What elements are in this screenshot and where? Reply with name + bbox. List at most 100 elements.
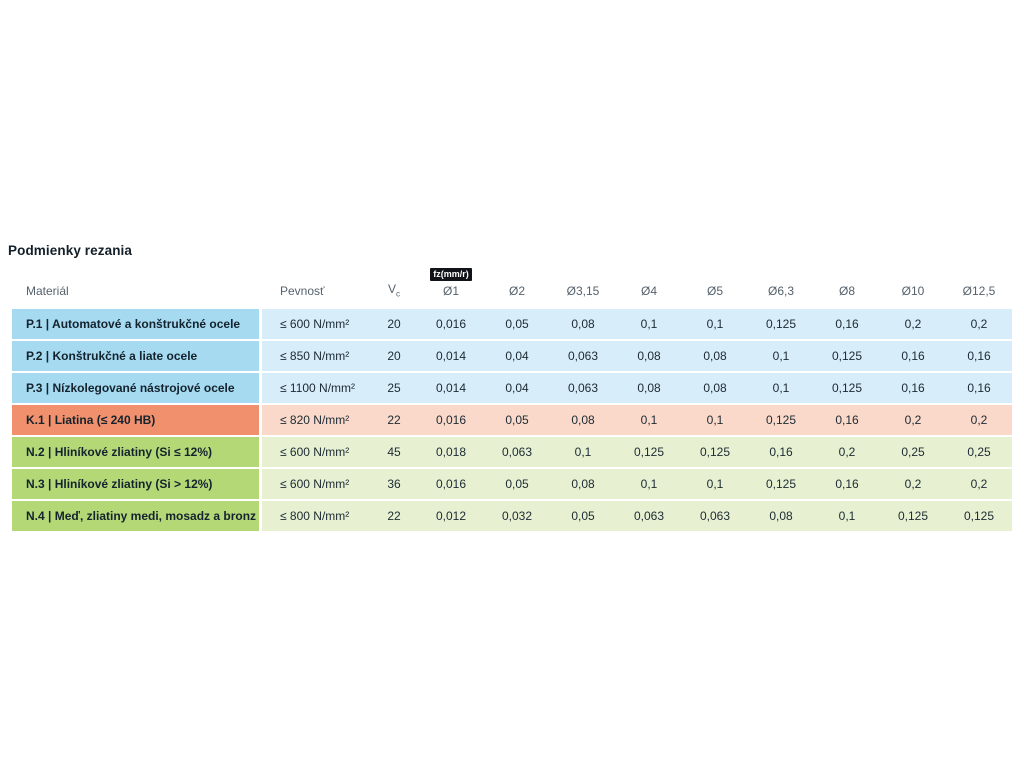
feed-value-cell: 0,16 [748, 437, 814, 467]
feed-value-cell: 0,08 [616, 341, 682, 371]
feed-value-cell: 0,2 [880, 309, 946, 339]
table-body: P.1 | Automatové a konštrukčné ocele ≤ 60… [12, 309, 1012, 531]
feed-value-cell: 0,1 [814, 501, 880, 531]
feed-value-cell: 0,2 [946, 309, 1012, 339]
column-header-vc: Vc [370, 260, 418, 307]
feed-value-cell: 0,1 [748, 341, 814, 371]
strength-cell: ≤ 800 N/mm² [262, 501, 370, 531]
material-cell: N.3 | Hliníkové zliatiny (Si > 12%) [12, 469, 262, 499]
feed-value-cell: 0,014 [418, 341, 484, 371]
column-header-diameter-9: Ø12,5 [946, 260, 1012, 307]
feed-value-cell: 0,04 [484, 373, 550, 403]
feed-value-cell: 0,08 [550, 469, 616, 499]
feed-value-cell: 0,063 [682, 501, 748, 531]
feed-value-cell: 0,16 [946, 341, 1012, 371]
cutting-conditions-table: Materiál Pevnosť Vc fz(mm/r) Ø1 Ø2 Ø3,15 Ø4 Ø… [12, 258, 1012, 533]
feed-value-cell: 0,1 [616, 469, 682, 499]
feed-value-cell: 0,1 [616, 309, 682, 339]
feed-value-cell: 0,125 [946, 501, 1012, 531]
feed-value-cell: 0,014 [418, 373, 484, 403]
feed-value-cell: 0,1 [748, 373, 814, 403]
feed-value-cell: 0,016 [418, 469, 484, 499]
feed-value-cell: 0,125 [880, 501, 946, 531]
column-header-diameter-8: Ø10 [880, 260, 946, 307]
material-cell: N.2 | Hliníkové zliatiny (Si ≤ 12%) [12, 437, 262, 467]
feed-value-cell: 0,08 [550, 309, 616, 339]
feed-value-cell: 0,16 [880, 341, 946, 371]
column-header-material: Materiál [26, 284, 69, 298]
table-row: N.2 | Hliníkové zliatiny (Si ≤ 12%) ≤ 600… [12, 437, 1012, 467]
material-cell: N.4 | Meď, zliatiny medi, mosadz a bronz [12, 501, 262, 531]
feed-value-cell: 0,1 [682, 469, 748, 499]
feed-value-cell: 0,16 [880, 373, 946, 403]
feed-value-cell: 0,2 [946, 469, 1012, 499]
strength-cell: ≤ 600 N/mm² [262, 469, 370, 499]
feed-value-cell: 0,1 [682, 309, 748, 339]
vc-subscript: c [396, 289, 400, 298]
feed-value-cell: 0,16 [814, 469, 880, 499]
column-header-diameter-2: Ø2 [484, 260, 550, 307]
column-header-diameter-3: Ø3,15 [550, 260, 616, 307]
table-row: N.4 | Meď, zliatiny medi, mosadz a bronz… [12, 501, 1012, 531]
material-cell: P.2 | Konštrukčné a liate ocele [12, 341, 262, 371]
feed-value-cell: 0,25 [946, 437, 1012, 467]
feed-value-cell: 0,1 [550, 437, 616, 467]
strength-cell: ≤ 600 N/mm² [262, 309, 370, 339]
feed-value-cell: 0,063 [484, 437, 550, 467]
feed-value-cell: 0,2 [880, 405, 946, 435]
feed-value-cell: 0,16 [946, 373, 1012, 403]
feed-value-cell: 0,125 [748, 469, 814, 499]
column-header-label: Ø4 [640, 284, 657, 298]
feed-value-cell: 0,08 [616, 373, 682, 403]
feed-value-cell: 0,063 [550, 373, 616, 403]
feed-value-cell: 0,125 [682, 437, 748, 467]
header-row: Materiál Pevnosť Vc fz(mm/r) Ø1 Ø2 Ø3,15 Ø4 Ø… [12, 260, 1012, 307]
feed-value-cell: 0,05 [484, 405, 550, 435]
strength-cell: ≤ 1100 N/mm² [262, 373, 370, 403]
column-header-label: Ø5 [706, 284, 723, 298]
vc-label: V [387, 281, 396, 296]
feed-value-cell: 0,125 [814, 373, 880, 403]
feed-value-cell: 0,16 [814, 405, 880, 435]
feed-value-cell: 0,016 [418, 405, 484, 435]
column-header-label: Ø12,5 [962, 284, 996, 298]
feed-value-cell: 0,1 [616, 405, 682, 435]
feed-value-cell: 0,032 [484, 501, 550, 531]
table-header: Materiál Pevnosť Vc fz(mm/r) Ø1 Ø2 Ø3,15 Ø4 Ø… [12, 260, 1012, 307]
column-header-label: Ø1 [442, 284, 459, 298]
feed-value-cell: 0,16 [814, 309, 880, 339]
column-header-diameter-6: Ø6,3 [748, 260, 814, 307]
table-row: P.2 | Konštrukčné a liate ocele ≤ 850 N/m… [12, 341, 1012, 371]
feed-value-cell: 0,05 [484, 309, 550, 339]
cutting-speed-cell: 45 [370, 437, 418, 467]
material-cell: P.3 | Nízkolegované nástrojové ocele [12, 373, 262, 403]
cutting-speed-cell: 36 [370, 469, 418, 499]
feed-value-cell: 0,063 [550, 341, 616, 371]
feed-value-cell: 0,125 [616, 437, 682, 467]
column-header-diameter-5: Ø5 [682, 260, 748, 307]
strength-cell: ≤ 850 N/mm² [262, 341, 370, 371]
column-header-label: Ø8 [838, 284, 855, 298]
feed-value-cell: 0,2 [880, 469, 946, 499]
feed-value-cell: 0,016 [418, 309, 484, 339]
fz-unit-badge: fz(mm/r) [430, 268, 472, 281]
feed-value-cell: 0,018 [418, 437, 484, 467]
feed-value-cell: 0,012 [418, 501, 484, 531]
strength-cell: ≤ 600 N/mm² [262, 437, 370, 467]
feed-value-cell: 0,063 [616, 501, 682, 531]
cutting-speed-cell: 25 [370, 373, 418, 403]
feed-value-cell: 0,1 [682, 405, 748, 435]
column-header-diameter-1: fz(mm/r) Ø1 [418, 260, 484, 307]
feed-value-cell: 0,125 [748, 405, 814, 435]
column-header-strength: Pevnosť [280, 284, 325, 298]
material-cell: P.1 | Automatové a konštrukčné ocele [12, 309, 262, 339]
feed-value-cell: 0,04 [484, 341, 550, 371]
feed-value-cell: 0,08 [748, 501, 814, 531]
cutting-speed-cell: 22 [370, 405, 418, 435]
column-header-diameter-4: Ø4 [616, 260, 682, 307]
feed-value-cell: 0,25 [880, 437, 946, 467]
column-header-label: Ø2 [508, 284, 525, 298]
cutting-speed-cell: 22 [370, 501, 418, 531]
column-header-label: Ø6,3 [767, 284, 794, 298]
feed-value-cell: 0,05 [550, 501, 616, 531]
